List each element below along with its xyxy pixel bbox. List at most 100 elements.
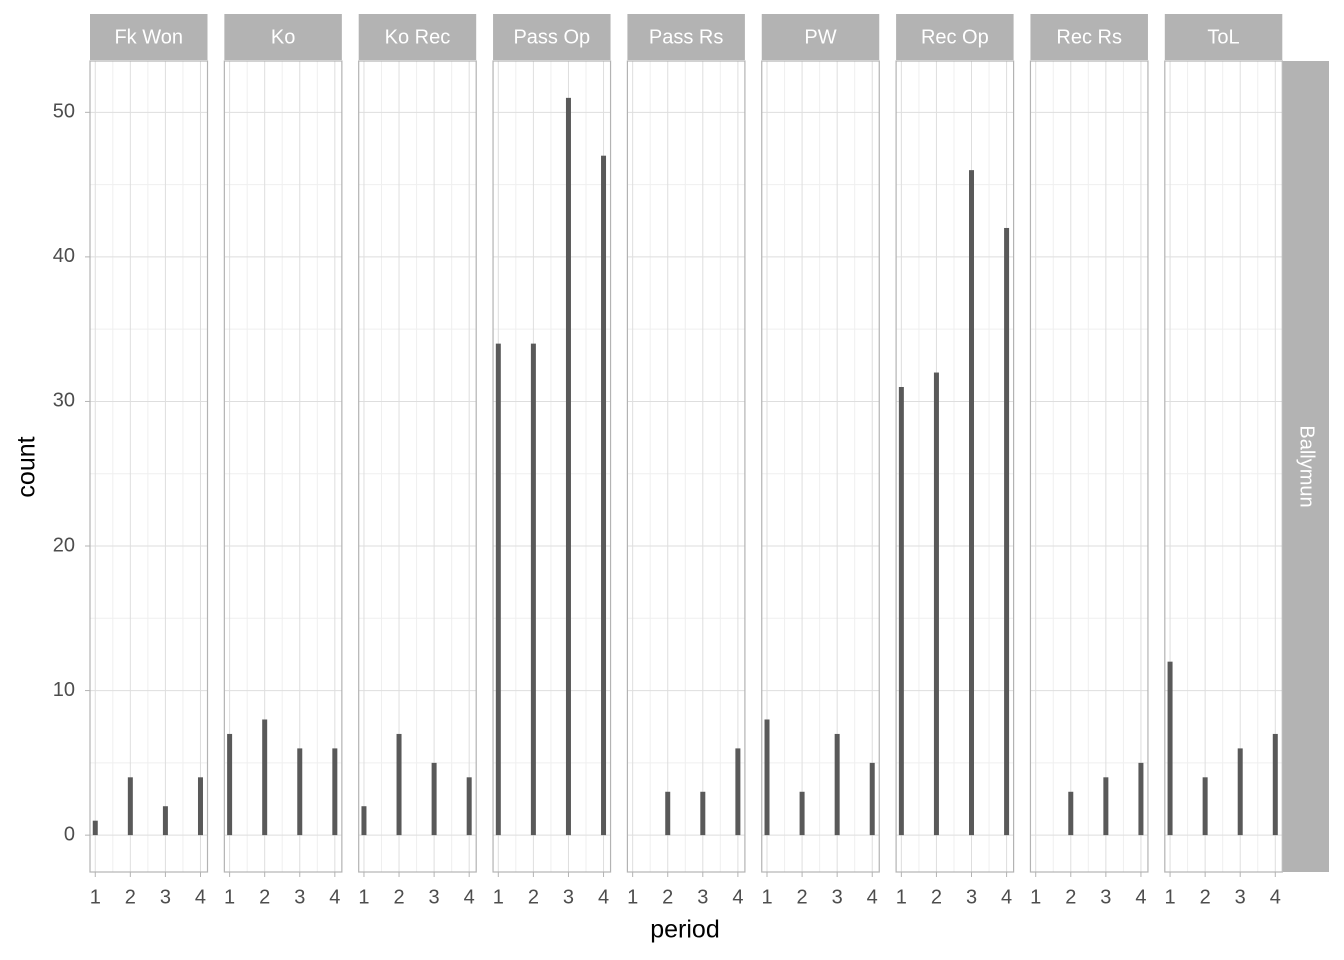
bar (396, 733, 402, 836)
panel-border (895, 60, 1015, 873)
x-tick-label: 3 (832, 886, 843, 908)
x-tick-label: 2 (931, 886, 942, 908)
bar (799, 791, 805, 836)
x-tick-label: 1 (358, 886, 369, 908)
bar (92, 820, 98, 836)
strip (1030, 14, 1148, 60)
panel-background (358, 61, 477, 872)
panel-background (761, 61, 880, 872)
row-strip-label: Ballymun (1296, 425, 1318, 507)
x-tick-label: 3 (160, 886, 171, 908)
x-tick-label: 2 (1200, 886, 1211, 908)
x-tick-label: 1 (896, 886, 907, 908)
strip-label: Fk Won (114, 26, 183, 48)
x-axis-title: period (650, 916, 720, 944)
panel-border (1029, 60, 1149, 873)
x-tick-label: 2 (797, 886, 808, 908)
x-tick-label: 4 (464, 886, 475, 908)
bar (898, 386, 904, 836)
strip (90, 14, 208, 60)
x-tick-label: 2 (528, 886, 539, 908)
bar (1138, 762, 1144, 836)
strip-label: Rec Rs (1056, 26, 1122, 48)
bar (969, 170, 975, 836)
panel-background (1164, 61, 1283, 872)
strip (224, 14, 342, 60)
bar (197, 777, 203, 836)
panel-background (1030, 61, 1148, 872)
panel-background (493, 61, 611, 872)
x-tick-label: 1 (493, 886, 504, 908)
y-tick-label: 20 (53, 534, 75, 556)
x-tick-label: 3 (429, 886, 440, 908)
bar (601, 155, 607, 836)
panel-border (223, 60, 343, 873)
strip-label: PW (804, 26, 836, 48)
strip-label: Ko Rec (385, 26, 451, 48)
bar (764, 719, 770, 836)
x-tick-label: 1 (1164, 886, 1175, 908)
strip-label: Pass Op (513, 26, 590, 48)
x-tick-label: 2 (393, 886, 404, 908)
panel-background (896, 61, 1014, 872)
x-tick-label: 4 (1001, 886, 1012, 908)
x-tick-label: 4 (1270, 886, 1281, 908)
bar (332, 748, 338, 836)
x-tick-label: 1 (224, 886, 235, 908)
y-tick-label: 10 (53, 679, 75, 701)
bar (1272, 733, 1278, 836)
x-tick-label: 3 (294, 886, 305, 908)
panel-background (224, 61, 342, 872)
y-tick-label: 50 (53, 101, 75, 123)
panel-border (761, 60, 880, 873)
panel-border (626, 60, 746, 873)
x-tick-label: 4 (195, 886, 206, 908)
strip (1164, 14, 1283, 60)
y-tick-label: 40 (53, 245, 75, 267)
panel-border (358, 60, 477, 873)
strip (896, 14, 1014, 60)
bar (262, 719, 268, 836)
strip-label: Pass Rs (649, 26, 723, 48)
bar (700, 791, 706, 836)
x-tick-label: 4 (1135, 886, 1146, 908)
strip-label: ToL (1207, 26, 1239, 48)
panel-background (627, 61, 745, 872)
x-tick-label: 2 (125, 886, 136, 908)
bar (297, 748, 303, 836)
x-tick-label: 1 (761, 886, 772, 908)
panel-border (492, 60, 612, 873)
x-tick-label: 3 (1100, 886, 1111, 908)
x-tick-label: 4 (867, 886, 878, 908)
bar (227, 733, 233, 836)
x-tick-label: 2 (259, 886, 270, 908)
x-tick-label: 3 (1235, 886, 1246, 908)
bar (127, 777, 133, 836)
x-tick-label: 2 (662, 886, 673, 908)
x-tick-label: 4 (329, 886, 340, 908)
bar (495, 343, 501, 836)
strip (627, 14, 745, 60)
x-tick-label: 1 (627, 886, 638, 908)
x-tick-label: 4 (598, 886, 609, 908)
strip (493, 14, 611, 60)
bar (565, 97, 571, 836)
bar (1103, 777, 1109, 836)
row-strip (1283, 61, 1329, 872)
bar (933, 372, 939, 836)
strip (358, 14, 477, 60)
bar (361, 806, 367, 836)
strip-label: Ko (271, 26, 295, 48)
strip (761, 14, 880, 60)
bar (834, 733, 840, 836)
y-tick-label: 0 (64, 823, 75, 845)
bar (735, 748, 741, 836)
bar (162, 806, 168, 836)
panel-border (89, 60, 209, 873)
x-tick-label: 2 (1065, 886, 1076, 908)
y-axis-title: count (13, 436, 41, 497)
x-tick-label: 1 (90, 886, 101, 908)
x-tick-label: 3 (697, 886, 708, 908)
